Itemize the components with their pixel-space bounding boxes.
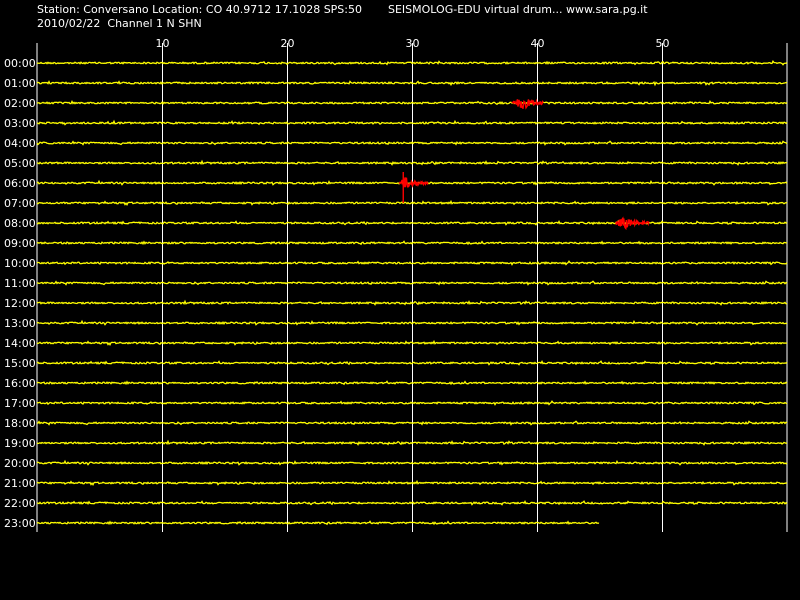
hour-label: 16:00	[4, 377, 36, 390]
hour-trace	[36, 99, 788, 106]
hour-label: 12:00	[4, 297, 36, 310]
hour-label: 09:00	[4, 237, 36, 250]
hour-trace	[36, 219, 788, 226]
hour-trace	[36, 280, 788, 286]
hour-trace	[36, 520, 600, 526]
x-tick-label: 30	[406, 37, 420, 50]
hour-trace	[36, 420, 788, 426]
hour-trace	[36, 119, 788, 126]
hour-trace	[36, 159, 788, 166]
hour-trace	[36, 339, 788, 346]
hour-trace	[36, 60, 788, 66]
hour-label: 15:00	[4, 357, 36, 370]
app-title: SEISMOLOG-EDU virtual drum... www.sara.p…	[388, 3, 648, 16]
hour-label: 05:00	[4, 157, 36, 170]
hour-label: 21:00	[4, 477, 36, 490]
hour-trace	[36, 80, 788, 87]
hour-trace	[36, 359, 788, 366]
hour-trace	[36, 319, 788, 326]
hour-trace	[36, 479, 788, 486]
hour-trace	[36, 299, 788, 306]
hour-trace	[36, 459, 788, 466]
hour-trace	[36, 439, 788, 446]
hour-label: 00:00	[4, 57, 36, 70]
hour-trace	[36, 499, 788, 506]
x-tick-label: 40	[531, 37, 545, 50]
x-tick-label: 10	[156, 37, 170, 50]
hour-trace	[36, 240, 788, 246]
hour-label: 11:00	[4, 277, 36, 290]
hour-label: 01:00	[4, 77, 36, 90]
hour-label: 10:00	[4, 257, 36, 270]
hour-trace	[36, 140, 788, 146]
hour-trace	[36, 400, 788, 406]
x-tick-label: 20	[281, 37, 295, 50]
x-tick-label: 50	[656, 37, 670, 50]
hour-label: 07:00	[4, 197, 36, 210]
date-channel: 2010/02/22 Channel 1 N SHN	[37, 17, 202, 30]
hour-label: 19:00	[4, 437, 36, 450]
hour-label: 18:00	[4, 417, 36, 430]
hour-trace	[36, 260, 788, 266]
hour-label: 04:00	[4, 137, 36, 150]
hour-label: 02:00	[4, 97, 36, 110]
quake-trace	[511, 98, 544, 110]
quake-trace	[615, 216, 650, 231]
hour-label: 17:00	[4, 397, 36, 410]
hour-trace	[36, 199, 788, 206]
hour-trace	[36, 380, 788, 386]
hour-label: 22:00	[4, 497, 36, 510]
hour-label: 20:00	[4, 457, 36, 470]
station-info: Station: Conversano Location: CO 40.9712…	[37, 3, 362, 16]
hour-label: 13:00	[4, 317, 36, 330]
hour-label: 14:00	[4, 337, 36, 350]
hour-label: 08:00	[4, 217, 36, 230]
hour-label: 23:00	[4, 517, 36, 530]
hour-label: 03:00	[4, 117, 36, 130]
hour-label: 06:00	[4, 177, 36, 190]
